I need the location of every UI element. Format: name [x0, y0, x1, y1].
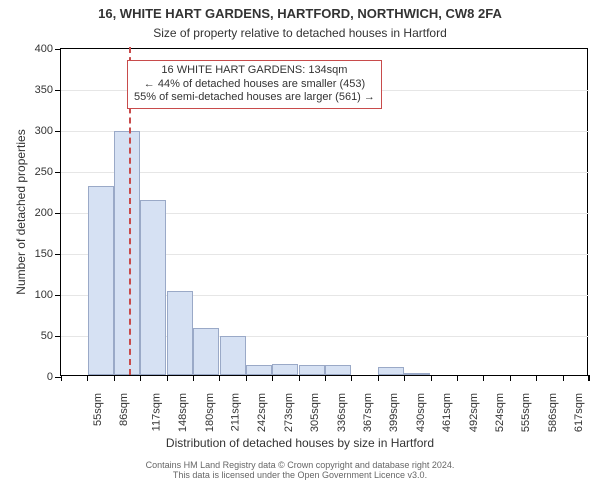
x-tick-label: 211sqm	[229, 393, 241, 431]
y-tick-label: 50	[41, 330, 61, 342]
histogram-bar	[167, 291, 193, 375]
x-tick	[246, 375, 247, 381]
x-tick-label: 148sqm	[177, 393, 189, 432]
x-tick-label: 305sqm	[309, 393, 321, 432]
x-tick	[431, 375, 432, 381]
histogram-bar	[140, 200, 166, 375]
x-tick	[114, 375, 115, 381]
y-tick-label: 400	[35, 43, 61, 55]
chart-container: { "title": "16, WHITE HART GARDENS, HART…	[0, 0, 600, 500]
x-tick-label: 617sqm	[573, 393, 585, 432]
x-tick	[563, 375, 564, 381]
x-tick	[510, 375, 511, 381]
chart-subtitle: Size of property relative to detached ho…	[0, 26, 600, 40]
x-tick-label: 367sqm	[362, 393, 374, 432]
x-tick-label: 55sqm	[92, 393, 104, 426]
x-tick-label: 399sqm	[389, 393, 401, 432]
x-tick	[536, 375, 537, 381]
annotation-box: 16 WHITE HART GARDENS: 134sqm ← 44% of d…	[127, 60, 382, 109]
histogram-bar	[404, 373, 430, 375]
x-tick	[325, 375, 326, 381]
annotation-line-2: ← 44% of detached houses are smaller (45…	[134, 78, 375, 92]
x-tick	[140, 375, 141, 381]
x-tick-label: 492sqm	[468, 393, 480, 432]
chart-title: 16, WHITE HART GARDENS, HARTFORD, NORTHW…	[0, 6, 600, 21]
x-tick	[299, 375, 300, 381]
histogram-bar	[325, 365, 351, 375]
histogram-bar	[114, 131, 140, 375]
annotation-line-1: 16 WHITE HART GARDENS: 134sqm	[134, 64, 375, 78]
y-tick-label: 350	[35, 84, 61, 96]
annotation-line-3: 55% of semi-detached houses are larger (…	[134, 91, 375, 105]
histogram-bar	[220, 336, 246, 375]
x-tick	[404, 375, 405, 381]
x-tick-label: 336sqm	[336, 393, 348, 432]
x-tick-label: 524sqm	[494, 393, 506, 432]
x-tick-label: 430sqm	[415, 393, 427, 432]
x-tick	[193, 375, 194, 381]
gridline	[61, 172, 589, 173]
y-tick-label: 200	[35, 207, 61, 219]
footer-line: This data is licensed under the Open Gov…	[0, 470, 600, 480]
x-tick	[483, 375, 484, 381]
histogram-bar	[246, 365, 272, 375]
y-tick-label: 150	[35, 248, 61, 260]
x-tick-label: 86sqm	[118, 393, 130, 426]
x-tick	[457, 375, 458, 381]
x-tick-label: 461sqm	[441, 393, 453, 432]
x-tick-label: 117sqm	[150, 393, 162, 431]
x-tick	[167, 375, 168, 381]
plot-area: 05010015020025030035040055sqm86sqm117sqm…	[60, 48, 588, 376]
x-tick	[272, 375, 273, 381]
y-tick-label: 300	[35, 125, 61, 137]
x-tick	[351, 375, 352, 381]
attribution-footer: Contains HM Land Registry data © Crown c…	[0, 460, 600, 480]
histogram-bar	[193, 328, 219, 375]
y-axis-label: Number of detached properties	[14, 48, 28, 376]
y-tick-label: 0	[47, 371, 61, 383]
y-tick-label: 100	[35, 289, 61, 301]
x-tick-label: 242sqm	[257, 393, 269, 432]
histogram-bar	[378, 367, 404, 375]
x-tick	[589, 375, 590, 381]
x-tick-label: 273sqm	[283, 393, 295, 432]
histogram-bar	[299, 365, 325, 375]
gridline	[61, 131, 589, 132]
histogram-bar	[272, 364, 298, 375]
x-tick	[61, 375, 62, 381]
footer-line: Contains HM Land Registry data © Crown c…	[0, 460, 600, 470]
x-tick-label: 586sqm	[547, 393, 559, 432]
x-tick	[219, 375, 220, 381]
x-tick-label: 555sqm	[521, 393, 533, 432]
x-tick	[378, 375, 379, 381]
y-tick-label: 250	[35, 166, 61, 178]
x-axis-label: Distribution of detached houses by size …	[0, 436, 600, 450]
histogram-bar	[88, 186, 114, 375]
x-tick	[588, 375, 589, 381]
x-tick	[87, 375, 88, 381]
x-tick-label: 180sqm	[204, 393, 216, 432]
